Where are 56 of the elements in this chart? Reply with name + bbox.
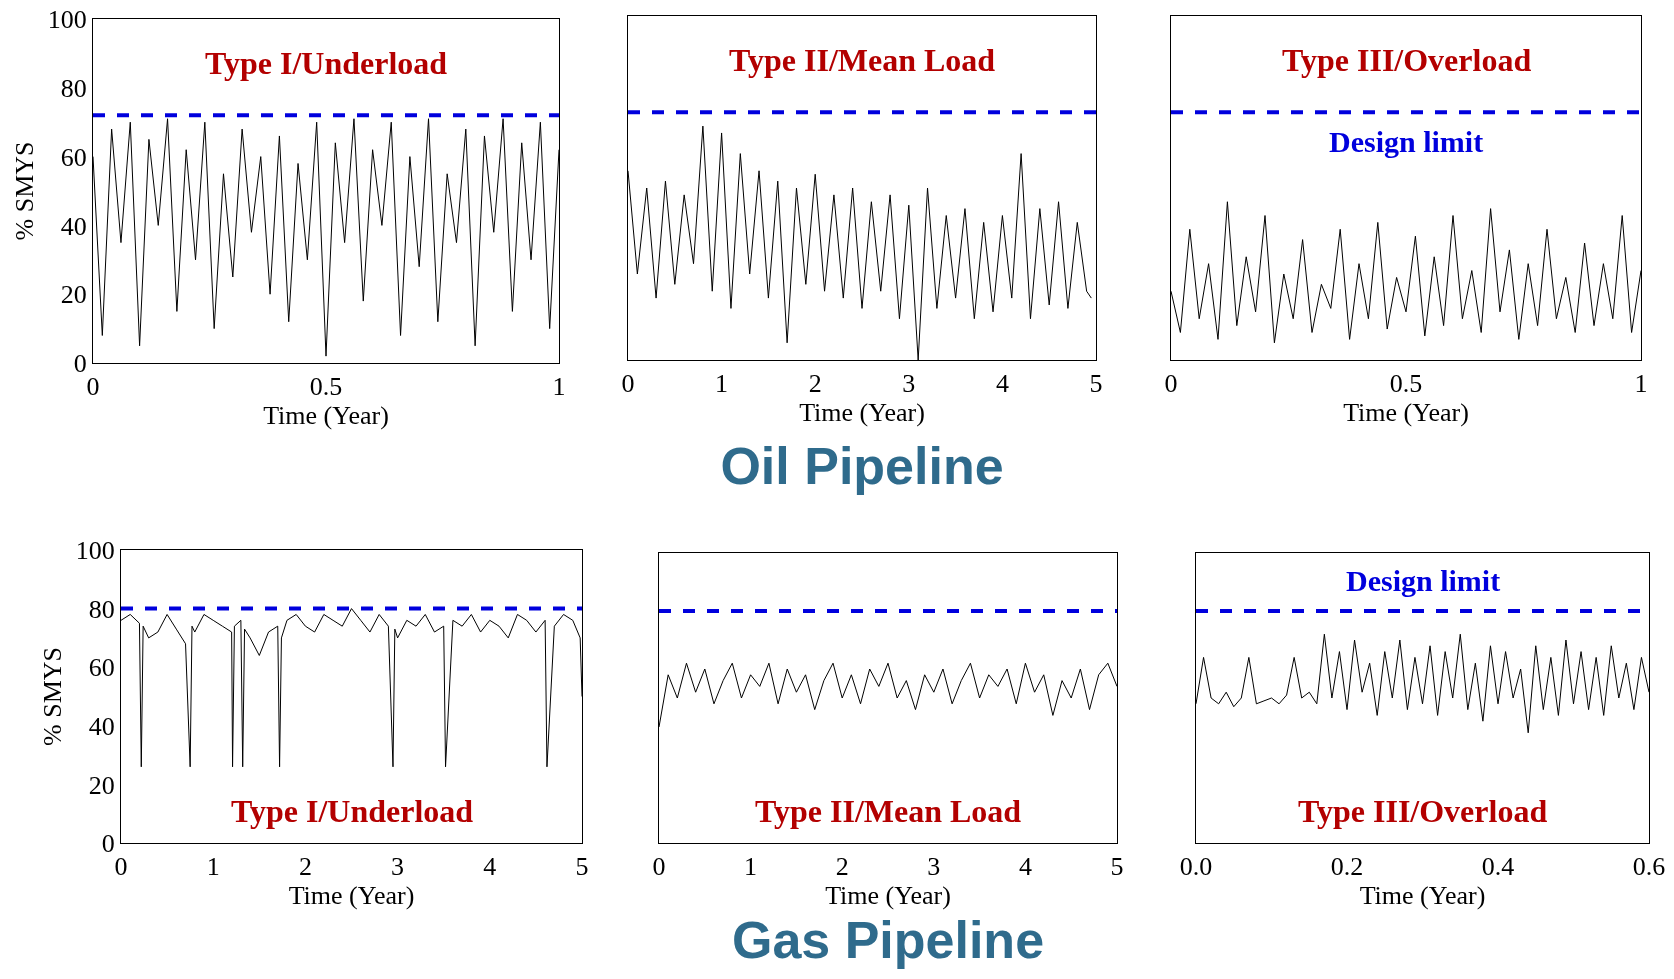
- text: Type I/Underload: [231, 793, 474, 829]
- x-axis-title: Time (Year): [799, 398, 925, 428]
- x-axis-title: Time (Year): [825, 881, 951, 911]
- x-tick-label: 1: [1634, 369, 1648, 399]
- text: Type III/Overload: [1282, 42, 1532, 78]
- x-axis-title: Time (Year): [288, 881, 415, 911]
- x-tick-label: 0.6: [1632, 852, 1666, 882]
- x-tick-label: 2: [298, 852, 312, 882]
- x-axis-title: Time (Year): [1359, 881, 1486, 911]
- x-tick-label: 1: [552, 372, 566, 402]
- text: Gas Pipeline: [731, 911, 1045, 969]
- x-tick-label: 4: [483, 852, 497, 882]
- x-tick-label: 5: [1110, 852, 1124, 882]
- x-tick-label: 0.5: [309, 372, 343, 402]
- x-tick-label: 0.5: [1389, 369, 1423, 399]
- x-tick-label: 0: [1164, 369, 1178, 399]
- y-tick-label: 20: [60, 280, 87, 310]
- y-tick-label: 0: [101, 829, 115, 859]
- x-axis-title: Time (Year): [263, 401, 389, 431]
- y-axis-title: % SMYS: [10, 141, 40, 241]
- text: Type II/Mean Load: [755, 793, 1022, 829]
- text: Type III/Overload: [1298, 793, 1548, 829]
- ref-line-label: Design limit: [1329, 125, 1484, 158]
- y-tick-label: 60: [88, 653, 115, 683]
- x-tick-label: 3: [902, 369, 916, 399]
- x-tick-label: 2: [835, 852, 849, 882]
- x-tick-label: 5: [1089, 369, 1103, 399]
- text: Oil Pipeline: [720, 437, 1004, 495]
- x-tick-label: 0.2: [1330, 852, 1364, 882]
- x-tick-label: 0: [621, 369, 635, 399]
- ref-line-label: Design limit: [1346, 564, 1501, 597]
- y-tick-label: 80: [88, 594, 115, 624]
- x-tick-label: 1: [715, 369, 729, 399]
- x-tick-label: 1: [206, 852, 220, 882]
- x-tick-label: 2: [808, 369, 822, 399]
- x-tick-label: 4: [995, 369, 1009, 399]
- y-tick-label: 60: [60, 142, 87, 172]
- y-tick-label: 80: [60, 73, 87, 103]
- y-axis-title: % SMYS: [38, 647, 68, 746]
- y-tick-label: 40: [88, 711, 115, 741]
- x-tick-label: 4: [1018, 852, 1032, 882]
- text: Type I/Underload: [205, 45, 448, 81]
- y-tick-label: 20: [88, 770, 115, 800]
- y-tick-label: 100: [47, 5, 87, 35]
- x-tick-label: 5: [575, 852, 589, 882]
- x-tick-label: 1: [744, 852, 758, 882]
- x-tick-label: 0: [652, 852, 666, 882]
- x-tick-label: 3: [927, 852, 941, 882]
- x-tick-label: 3: [391, 852, 405, 882]
- x-axis-title: Time (Year): [1343, 398, 1469, 428]
- y-tick-label: 0: [73, 349, 87, 379]
- y-tick-label: 40: [60, 211, 87, 241]
- text: Type II/Mean Load: [729, 42, 996, 78]
- x-tick-label: 0.4: [1481, 852, 1515, 882]
- y-tick-label: 100: [75, 536, 115, 566]
- x-tick-label: 0.0: [1179, 852, 1213, 882]
